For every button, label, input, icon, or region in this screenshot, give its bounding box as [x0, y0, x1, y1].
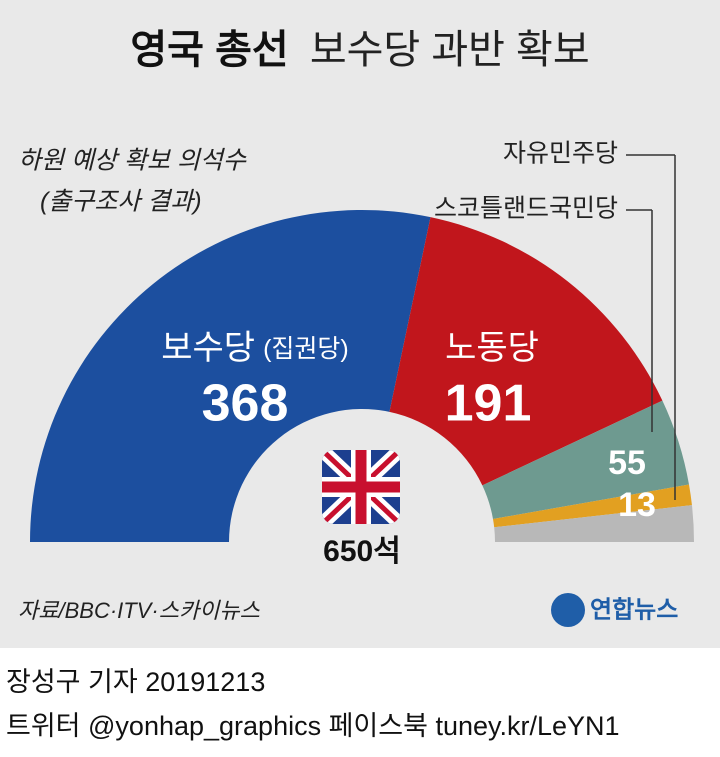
- value-label: 13: [618, 486, 656, 524]
- logo-icon: [551, 593, 585, 627]
- logo: 연합뉴스: [590, 596, 678, 623]
- segment: [389, 217, 663, 486]
- source: 자료/BBC·ITV·스카이뉴스: [18, 598, 261, 623]
- value-label: 55: [608, 444, 646, 482]
- social: 트위터 @yonhap_graphics 페이스북 tuney.kr/LeYN1: [6, 711, 620, 741]
- title-bold: 영국 총선: [130, 28, 288, 72]
- value-label: 191: [445, 375, 532, 433]
- flag-icon: [322, 450, 400, 524]
- category-name: 보수당: [161, 329, 255, 367]
- legend-label: 자유민주당: [503, 140, 618, 168]
- pie: [30, 210, 694, 543]
- category-note: (집권당): [263, 335, 349, 363]
- segment: [30, 210, 431, 543]
- value-label: 368: [202, 375, 289, 433]
- title-rest: 보수당 과반 확보: [310, 28, 590, 72]
- byline: 장성구 기자 20191213: [6, 667, 265, 697]
- category-label: 노동당: [445, 329, 539, 367]
- segment: [494, 505, 694, 542]
- total-label: 650석: [323, 535, 401, 568]
- subtitle: (출구조사 결과): [40, 188, 202, 216]
- legend-label: 스코틀랜드국민당: [434, 195, 618, 223]
- subtitle: 하원 예상 확보 의석수: [18, 147, 247, 175]
- segment: [492, 484, 692, 528]
- chart-title: 영국 총선 보수당 과반 확보: [130, 28, 589, 72]
- category-label: 보수당 (집권당): [161, 329, 349, 367]
- segment: [482, 400, 689, 519]
